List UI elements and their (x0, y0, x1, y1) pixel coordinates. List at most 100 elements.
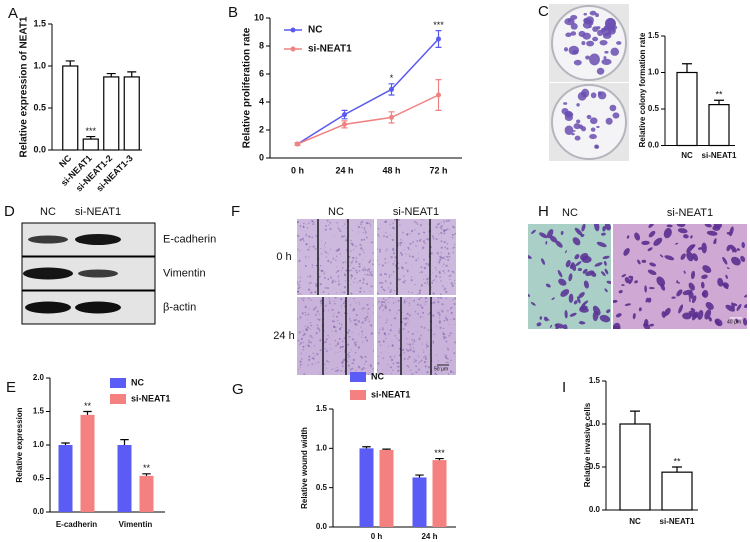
cell (690, 235, 693, 239)
cell (353, 300, 355, 302)
cell (440, 231, 443, 234)
cell (437, 297, 440, 299)
y-tick-label: 2.0 (33, 373, 45, 382)
cell (364, 230, 367, 232)
cell (307, 276, 309, 278)
cell (445, 340, 448, 343)
cell (393, 289, 395, 292)
cell (413, 220, 416, 223)
cell (409, 242, 412, 245)
cell (345, 269, 348, 272)
cell (383, 235, 385, 238)
cell (452, 317, 456, 321)
cell (299, 225, 302, 228)
cell (372, 368, 374, 370)
cell (304, 328, 308, 331)
cell (399, 224, 401, 226)
cell (349, 320, 352, 322)
cell (453, 233, 456, 235)
cell (320, 248, 322, 250)
colony (612, 112, 620, 119)
bar (708, 104, 730, 147)
cell (390, 288, 393, 291)
cell (365, 232, 367, 234)
cell (324, 228, 327, 231)
cell (329, 221, 332, 224)
cell (676, 281, 681, 284)
cell (366, 303, 369, 306)
cell (336, 266, 338, 268)
cell (326, 286, 330, 290)
cell (427, 341, 428, 343)
cell (454, 243, 456, 245)
cell (406, 338, 408, 340)
cell (361, 321, 364, 324)
cell (298, 259, 301, 263)
cell (444, 256, 446, 258)
cell (436, 354, 438, 356)
cell (335, 255, 338, 257)
cell (337, 248, 340, 252)
cell (377, 248, 378, 250)
cell (351, 261, 353, 264)
cell (671, 296, 676, 299)
cell (449, 332, 452, 335)
cell (391, 274, 393, 276)
cell (604, 224, 611, 231)
cell (303, 240, 305, 242)
cell (450, 370, 452, 373)
micrograph-image (377, 297, 456, 375)
cell (445, 290, 448, 294)
cell (397, 369, 400, 372)
cell (382, 309, 384, 311)
cell (415, 245, 417, 247)
y-tick-label: 4 (259, 96, 264, 106)
cell (434, 372, 437, 375)
cell (379, 306, 382, 309)
legend-swatch (350, 390, 366, 400)
cell (539, 232, 548, 239)
colony (610, 47, 620, 56)
cell (634, 232, 641, 241)
cell (686, 244, 695, 253)
cell (430, 286, 432, 288)
cell (742, 317, 747, 326)
cell (413, 361, 415, 363)
cell (440, 225, 443, 228)
colony (599, 39, 608, 46)
cell (346, 331, 350, 334)
cell (339, 351, 341, 353)
column-label: si-NEAT1 (667, 207, 713, 219)
cell (297, 235, 300, 237)
cell (355, 260, 358, 263)
cell (367, 318, 369, 320)
cell (383, 289, 386, 292)
cell (371, 270, 373, 273)
cell (305, 243, 308, 246)
cell (357, 346, 361, 349)
cell (690, 307, 696, 312)
cell (370, 272, 372, 274)
cell (308, 235, 311, 238)
cell (329, 343, 331, 345)
cell (414, 359, 417, 362)
cell (316, 353, 319, 356)
cell (385, 232, 387, 234)
cell (384, 272, 387, 276)
cell (326, 360, 329, 363)
cell (340, 323, 343, 326)
cell (618, 290, 623, 294)
cell (452, 371, 455, 374)
cell (339, 253, 342, 255)
colony (609, 104, 617, 112)
colony (589, 10, 597, 16)
cell (423, 360, 427, 364)
cell (388, 309, 392, 312)
y-tick-label: 0.0 (316, 522, 328, 531)
cell (369, 223, 371, 226)
cell (351, 230, 353, 232)
cell (641, 259, 647, 263)
cell (298, 368, 300, 370)
cell (302, 349, 304, 351)
cell (735, 318, 739, 323)
